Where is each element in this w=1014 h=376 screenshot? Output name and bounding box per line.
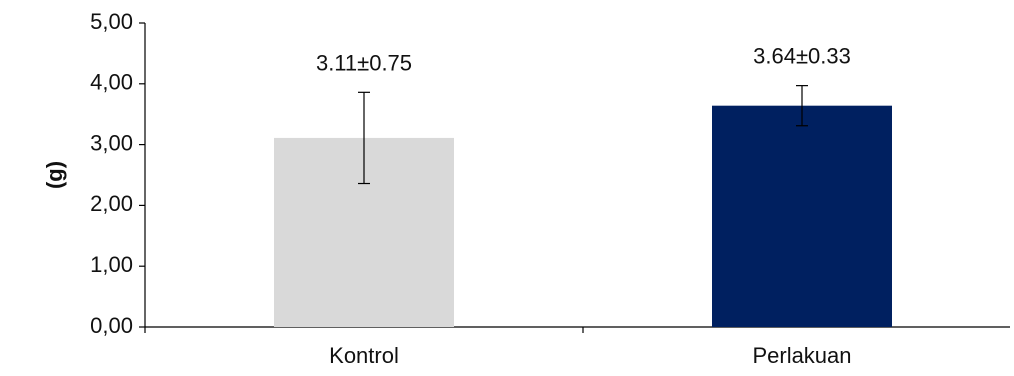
y-tick-label: 4,00 — [90, 70, 133, 95]
x-tick-label: Perlakuan — [752, 343, 851, 368]
plot-area: 0,00 1,00 2,00 3,00 4,00 5,00 3.11±0.75 Kontrol… — [90, 9, 1010, 368]
y-tick-label: 0,00 — [90, 313, 133, 338]
x-tick-label: Kontrol — [329, 343, 399, 368]
bar — [712, 105, 892, 327]
y-tick-label: 3,00 — [90, 130, 133, 155]
y-tick-label: 5,00 — [90, 9, 133, 34]
y-tick-label: 1,00 — [90, 252, 133, 277]
data-label: 3.64±0.33 — [753, 44, 851, 69]
y-axis-label: (g) — [42, 161, 67, 189]
y-tick-label: 2,00 — [90, 191, 133, 216]
data-label: 3.11±0.75 — [316, 50, 412, 75]
